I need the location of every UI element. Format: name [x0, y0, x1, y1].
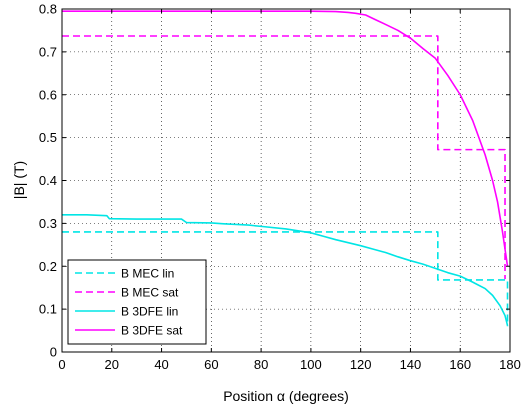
series-line-b-3dfe-lin — [62, 214, 509, 326]
legend-label-b-3dfe-lin: B 3DFE lin — [121, 305, 178, 319]
series-line-b-mec-lin — [62, 231, 509, 327]
x-tick-label: 60 — [204, 357, 218, 372]
y-tick-labels: 0 0.1 0.2 0.3 0.4 0.5 0.6 0.7 0.8 — [39, 2, 57, 360]
legend-label-b-mec-lin: B MEC lin — [121, 267, 174, 281]
y-tick-label: 0.4 — [39, 173, 57, 188]
x-tick-label: 160 — [449, 357, 471, 372]
legend: B MEC lin B MEC sat B 3DFE lin B 3DFE sat — [67, 259, 207, 345]
grid — [62, 9, 510, 352]
legend-label-b-3dfe-sat: B 3DFE sat — [121, 324, 183, 338]
y-tick-label: 0.6 — [39, 87, 57, 102]
series-line-b-mec-sat — [62, 35, 506, 280]
y-axis-label: |B| (T) — [11, 161, 27, 199]
x-tick-label: 40 — [154, 357, 168, 372]
x-tick-label: 80 — [254, 357, 268, 372]
y-tick-label: 0.1 — [39, 302, 57, 317]
legend-label-b-mec-sat: B MEC sat — [121, 286, 179, 300]
y-tick-label: 0 — [50, 345, 57, 360]
legend-entries: B MEC lin B MEC sat B 3DFE lin B 3DFE sat — [75, 267, 183, 338]
x-tick-label: 20 — [105, 357, 119, 372]
y-tick-label: 0.3 — [39, 216, 57, 231]
x-tick-label: 120 — [350, 357, 372, 372]
y-tick-label: 0.5 — [39, 130, 57, 145]
y-tick-label: 0.8 — [39, 2, 57, 17]
series-line-b-3dfe-sat — [62, 10, 509, 267]
x-tick-label: 100 — [300, 357, 322, 372]
x-tick-label: 0 — [58, 357, 65, 372]
x-tick-label: 140 — [400, 357, 422, 372]
y-tick-label: 0.7 — [39, 44, 57, 59]
axis-ticks — [61, 8, 511, 353]
y-tick-label: 0.2 — [39, 259, 57, 274]
x-axis-label: Position α (degrees) — [223, 388, 349, 404]
x-tick-labels: 0 20 40 60 80 100 120 140 160 180 — [58, 357, 520, 372]
x-tick-label: 180 — [499, 357, 521, 372]
series-layer — [62, 10, 509, 327]
